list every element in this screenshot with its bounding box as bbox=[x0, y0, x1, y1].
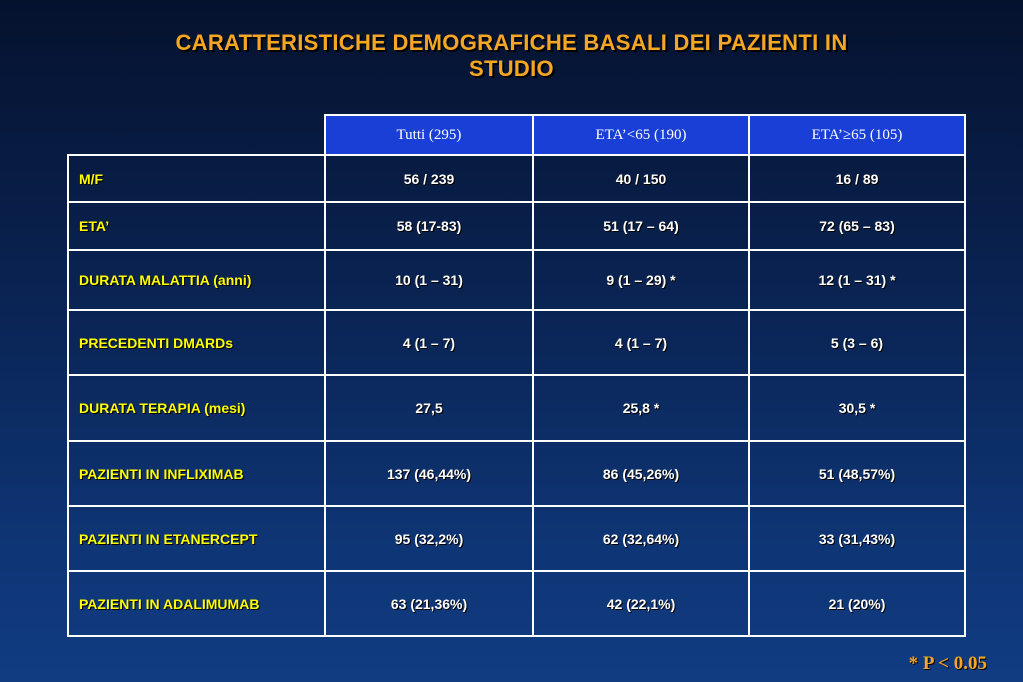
table-cell: 137 (46,44%) bbox=[324, 440, 534, 507]
table-cell: 58 (17-83) bbox=[324, 201, 534, 251]
table-row: ETA’ 58 (17-83) 51 (17 – 64) 72 (65 – 83… bbox=[67, 201, 966, 251]
table-cell: 10 (1 – 31) bbox=[324, 249, 534, 311]
table-row: DURATA MALATTIA (anni) 10 (1 – 31) 9 (1 … bbox=[67, 249, 966, 311]
table-row: PAZIENTI IN ADALIMUMAB 63 (21,36%) 42 (2… bbox=[67, 570, 966, 637]
row-label: ETA’ bbox=[67, 201, 326, 251]
table-cell: 51 (17 – 64) bbox=[532, 201, 750, 251]
demographics-table: Tutti (295) ETA’<65 (190) ETA’≥65 (105) … bbox=[67, 114, 966, 637]
row-label: M/F bbox=[67, 154, 326, 203]
table-cell: 33 (31,43%) bbox=[748, 505, 966, 572]
row-label: PAZIENTI IN ADALIMUMAB bbox=[67, 570, 326, 637]
slide-title-line2: STUDIO bbox=[469, 56, 554, 81]
slide-title-line1: CARATTERISTICHE DEMOGRAFICHE BASALI DEI … bbox=[175, 30, 848, 55]
table-cell: 12 (1 – 31) * bbox=[748, 249, 966, 311]
row-label: DURATA TERAPIA (mesi) bbox=[67, 374, 326, 442]
table-cell: 72 (65 – 83) bbox=[748, 201, 966, 251]
significance-footnote: * P < 0.05 bbox=[908, 653, 987, 674]
row-label: PAZIENTI IN INFLIXIMAB bbox=[67, 440, 326, 507]
table-cell: 4 (1 – 7) bbox=[532, 309, 750, 376]
table-cell: 63 (21,36%) bbox=[324, 570, 534, 637]
column-header-under-65: ETA’<65 (190) bbox=[532, 114, 750, 156]
table-row: PRECEDENTI DMARDs 4 (1 – 7) 4 (1 – 7) 5 … bbox=[67, 309, 966, 376]
table-row: PAZIENTI IN ETANERCEPT 95 (32,2%) 62 (32… bbox=[67, 505, 966, 572]
table-header-row: Tutti (295) ETA’<65 (190) ETA’≥65 (105) bbox=[68, 114, 966, 156]
table-cell: 21 (20%) bbox=[748, 570, 966, 637]
table-cell: 42 (22,1%) bbox=[532, 570, 750, 637]
table-cell: 62 (32,64%) bbox=[532, 505, 750, 572]
table-cell: 86 (45,26%) bbox=[532, 440, 750, 507]
table-cell: 51 (48,57%) bbox=[748, 440, 966, 507]
row-label: PAZIENTI IN ETANERCEPT bbox=[67, 505, 326, 572]
table-corner-cell bbox=[68, 115, 326, 156]
table-cell: 9 (1 – 29) * bbox=[532, 249, 750, 311]
table-cell: 5 (3 – 6) bbox=[748, 309, 966, 376]
slide-title: CARATTERISTICHE DEMOGRAFICHE BASALI DEI … bbox=[0, 30, 1023, 82]
table-cell: 4 (1 – 7) bbox=[324, 309, 534, 376]
table-cell: 56 / 239 bbox=[324, 154, 534, 203]
table-cell: 30,5 * bbox=[748, 374, 966, 442]
table-cell: 25,8 * bbox=[532, 374, 750, 442]
table-row: PAZIENTI IN INFLIXIMAB 137 (46,44%) 86 (… bbox=[67, 440, 966, 507]
table-cell: 27,5 bbox=[324, 374, 534, 442]
table-row: M/F 56 / 239 40 / 150 16 / 89 bbox=[67, 154, 966, 203]
table-cell: 95 (32,2%) bbox=[324, 505, 534, 572]
column-header-over-65: ETA’≥65 (105) bbox=[748, 114, 966, 156]
row-label: DURATA MALATTIA (anni) bbox=[67, 249, 326, 311]
table-row: DURATA TERAPIA (mesi) 27,5 25,8 * 30,5 * bbox=[67, 374, 966, 442]
table-cell: 16 / 89 bbox=[748, 154, 966, 203]
row-label: PRECEDENTI DMARDs bbox=[67, 309, 326, 376]
column-header-all: Tutti (295) bbox=[324, 114, 534, 156]
table-cell: 40 / 150 bbox=[532, 154, 750, 203]
